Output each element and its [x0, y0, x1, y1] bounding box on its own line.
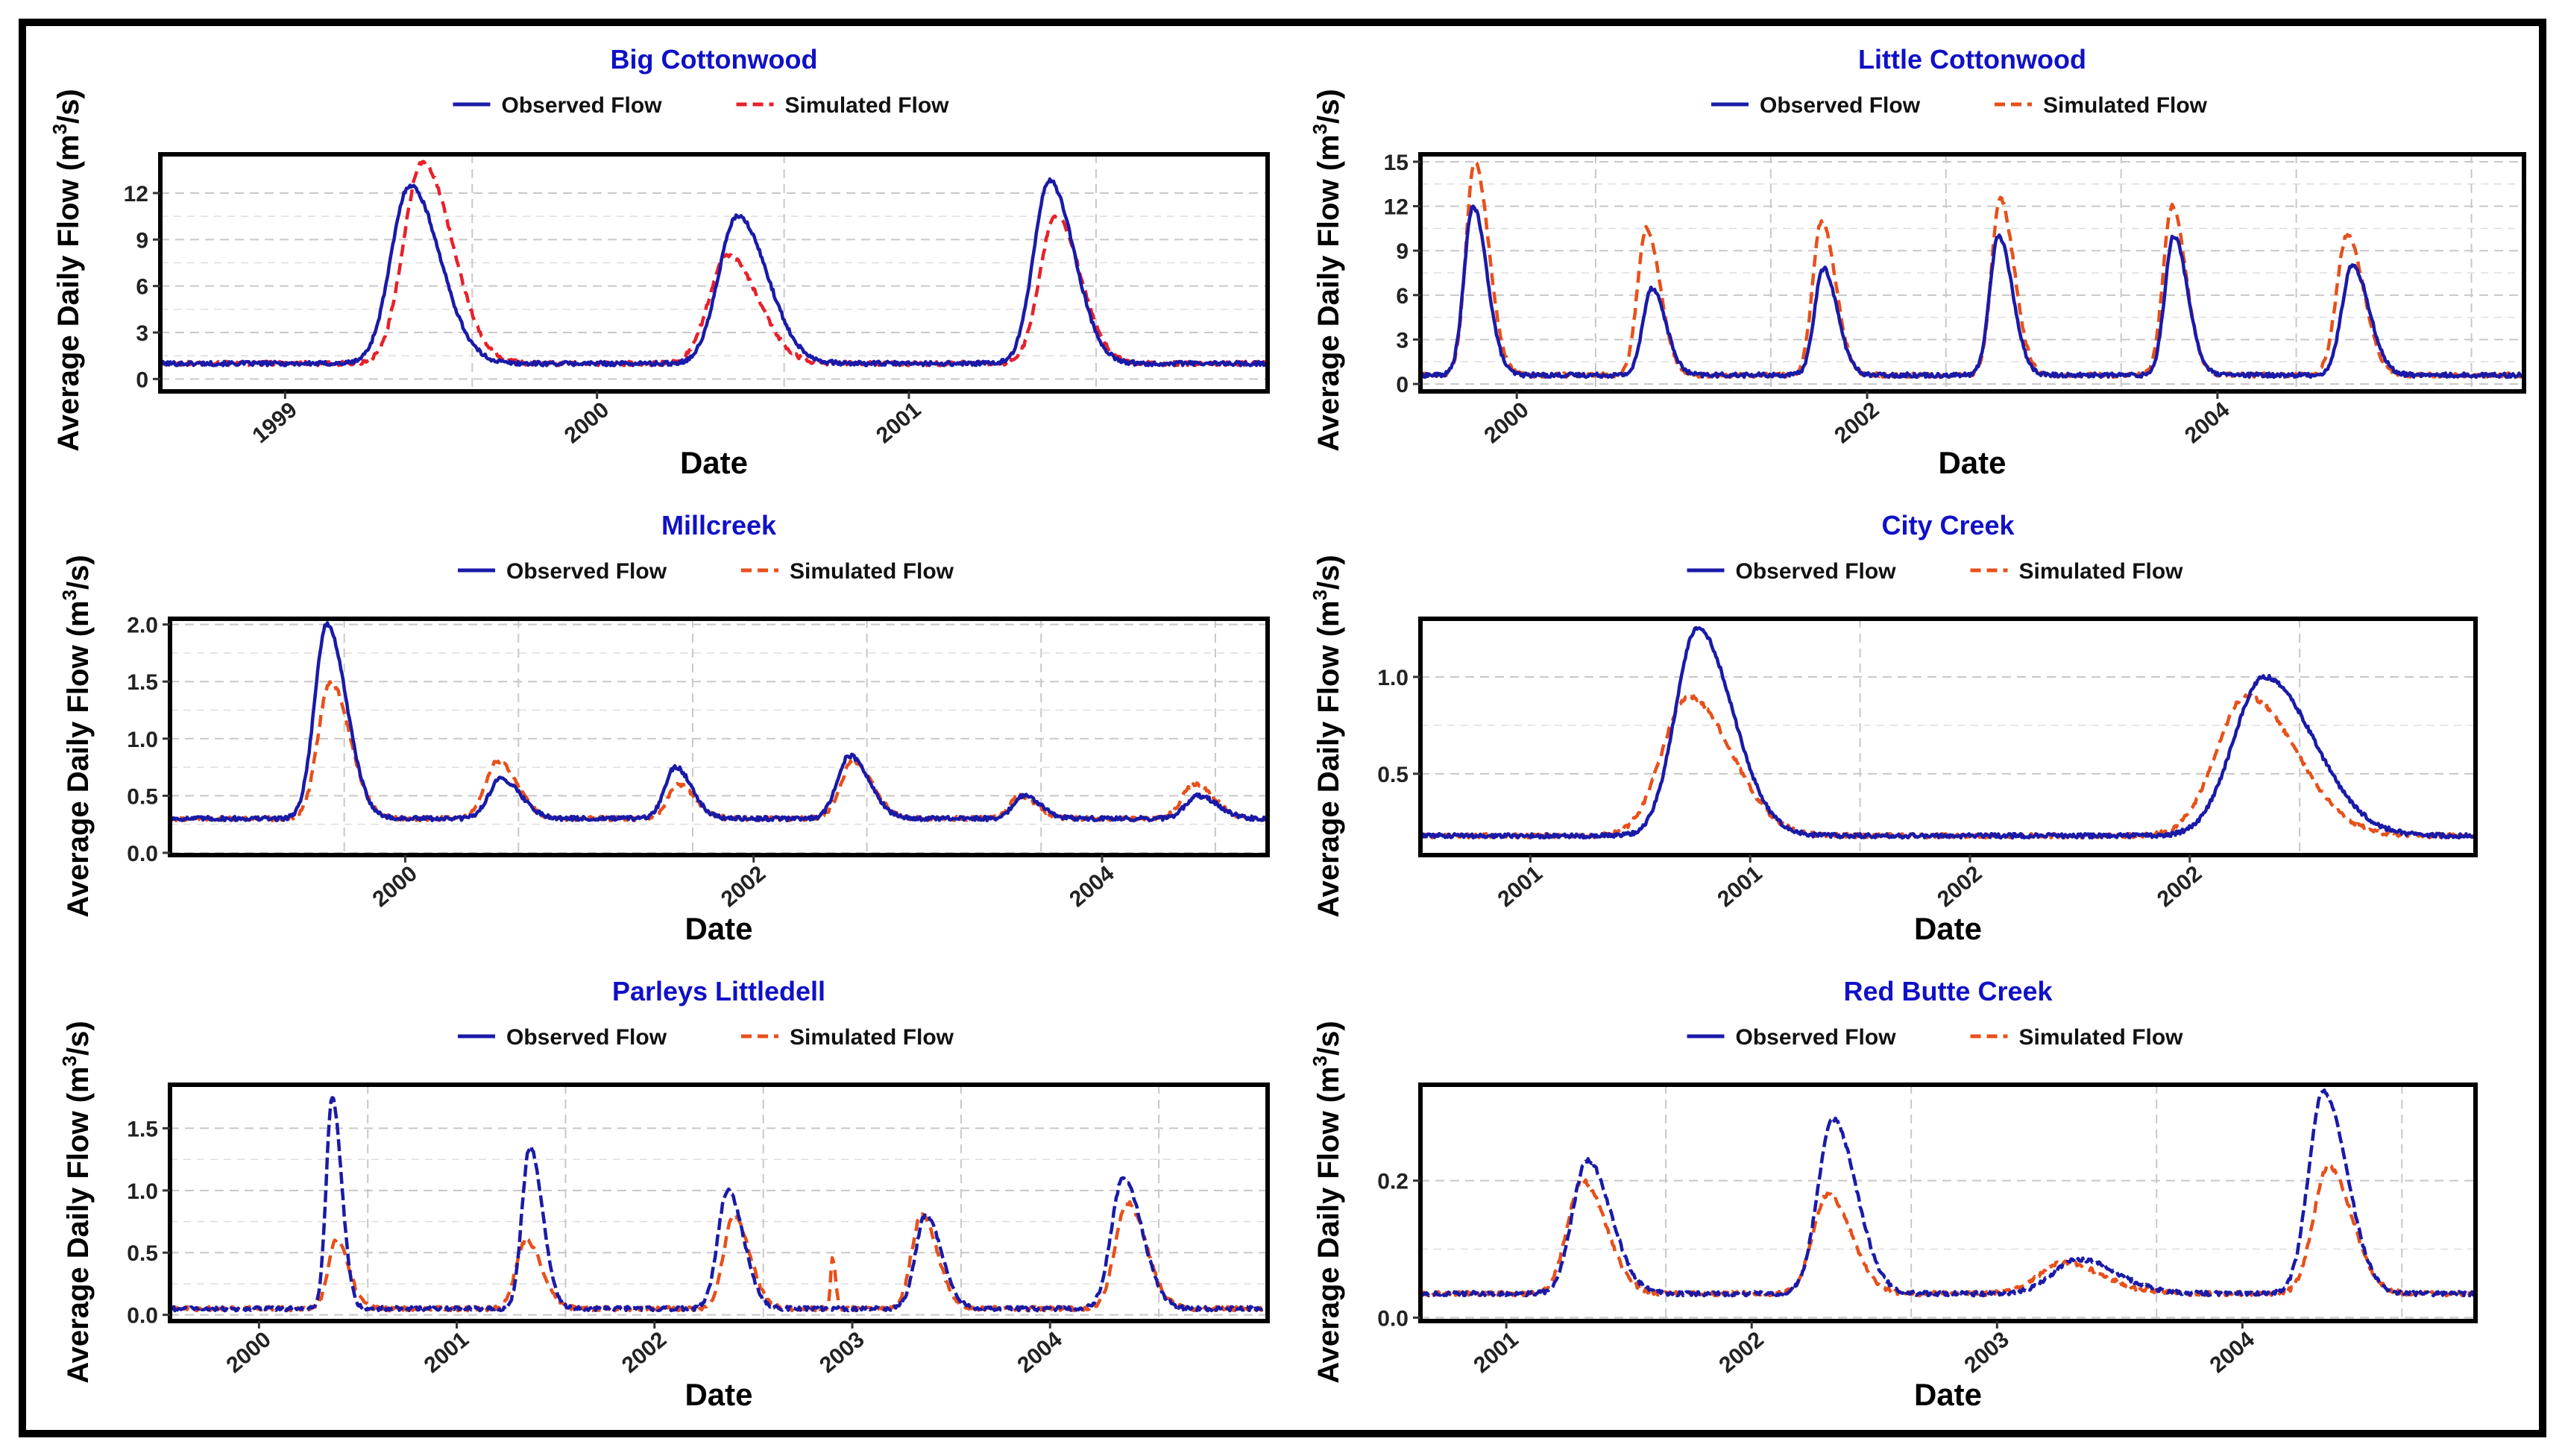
series-line-simulated — [1420, 1164, 2476, 1298]
y-tick-label: 3 — [136, 321, 148, 346]
legend-label-observed: Observed Flow — [502, 93, 663, 118]
plot-frame — [168, 617, 1270, 857]
series-group — [170, 621, 1268, 823]
panel-1: Little Cottonwood Observed Flow Simulated … — [1309, 44, 2526, 480]
legend: Observed Flow Simulated Flow — [1687, 1025, 2184, 1050]
panel-title: Red Butte Creek — [1843, 976, 2053, 1006]
legend-label-simulated: Simulated Flow — [2043, 93, 2208, 118]
legend-label-observed: Observed Flow — [1736, 559, 1897, 584]
y-tick-label: 3 — [1396, 328, 1409, 353]
panel-title: Millcreek — [661, 510, 777, 541]
plot-frame — [168, 1082, 1270, 1323]
y-tick-label: 0.2 — [1377, 1170, 1409, 1194]
legend: Observed Flow Simulated Flow — [453, 93, 950, 118]
x-axis-label: Date — [684, 911, 752, 946]
panels: Big Cottonwood Observed Flow Simulated Flo… — [48, 44, 2526, 1412]
y-tick-label: 0.5 — [127, 1241, 158, 1266]
gridlines — [170, 619, 1268, 855]
y-tick-label: 6 — [136, 275, 148, 300]
y-axis-label: Average Daily Flow (m3/s) — [58, 555, 95, 917]
y-tick-label: 1.0 — [127, 1179, 158, 1204]
legend-label-simulated: Simulated Flow — [2019, 559, 2184, 584]
series-line-simulated — [170, 1200, 1268, 1313]
legend-label-observed: Observed Flow — [506, 559, 667, 584]
y-tick-label: 9 — [1396, 239, 1409, 264]
legend-label-observed: Observed Flow — [506, 1025, 667, 1050]
y-tick-label: 0.5 — [1377, 763, 1409, 787]
y-tick-label: 0.0 — [127, 1304, 158, 1329]
plot-frame — [158, 152, 1270, 394]
x-axis-label: Date — [1914, 911, 1982, 946]
series-group — [160, 160, 1268, 368]
series-group — [1420, 160, 2524, 379]
y-tick-label: 1.0 — [1377, 666, 1409, 690]
series-group — [1420, 1088, 2476, 1298]
legend: Observed Flow Simulated Flow — [1711, 93, 2208, 118]
y-tick-label: 1.0 — [127, 728, 158, 752]
y-axis-label: Average Daily Flow (m3/s) — [58, 1021, 95, 1383]
series-line-observed — [1420, 1088, 2476, 1298]
y-tick-label: 12 — [124, 182, 148, 207]
y-axis-label: Average Daily Flow (m3/s) — [1309, 555, 1345, 917]
y-tick-label: 0.0 — [127, 842, 158, 866]
x-axis-label: Date — [1914, 1377, 1982, 1412]
series-group — [170, 1096, 1268, 1313]
legend-label-simulated: Simulated Flow — [785, 93, 950, 118]
series-line-observed — [1420, 625, 2476, 840]
y-tick-label: 15 — [1384, 151, 1409, 175]
series-group — [1420, 625, 2476, 840]
legend-label-observed: Observed Flow — [1736, 1025, 1897, 1050]
y-tick-label: 0 — [1396, 373, 1409, 397]
series-line-observed — [1420, 204, 2524, 379]
y-axis-label: Average Daily Flow (m3/s) — [48, 89, 85, 451]
y-axis-label: Average Daily Flow (m3/s) — [1309, 89, 1345, 451]
y-axis-label: Average Daily Flow (m3/s) — [1309, 1021, 1345, 1383]
legend-label-simulated: Simulated Flow — [790, 559, 954, 584]
gridlines — [1420, 619, 2476, 855]
legend-label-observed: Observed Flow — [1760, 93, 1921, 118]
x-axis-label: Date — [680, 445, 748, 480]
legend: Observed Flow Simulated Flow — [458, 559, 954, 584]
y-tick-label: 1.5 — [127, 1117, 158, 1141]
series-line-simulated — [160, 160, 1268, 368]
series-line-observed — [170, 1096, 1268, 1313]
y-tick-label: 9 — [136, 228, 148, 253]
series-line-observed — [170, 621, 1268, 823]
y-tick-label: 2.0 — [127, 614, 158, 638]
panel-title: Parleys Littledell — [612, 976, 825, 1006]
panel-0: Big Cottonwood Observed Flow Simulated Flo… — [48, 44, 1270, 480]
plot-frame — [1418, 152, 2526, 394]
x-axis-label: Date — [684, 1377, 752, 1412]
x-axis-label: Date — [1938, 445, 2006, 480]
panel-title: City Creek — [1881, 510, 2015, 541]
panel-title: Little Cottonwood — [1858, 44, 2086, 75]
gridlines — [1420, 1085, 2476, 1321]
series-line-observed — [160, 177, 1268, 368]
y-tick-label: 0.5 — [127, 784, 158, 809]
y-tick-label: 1.5 — [127, 670, 158, 695]
legend-label-simulated: Simulated Flow — [2019, 1025, 2184, 1050]
y-tick-label: 6 — [1396, 284, 1409, 309]
y-tick-label: 0.0 — [1377, 1306, 1409, 1331]
legend: Observed Flow Simulated Flow — [458, 1025, 954, 1050]
gridlines — [170, 1085, 1268, 1321]
legend: Observed Flow Simulated Flow — [1687, 559, 2184, 584]
panel-title: Big Cottonwood — [611, 44, 818, 75]
series-line-simulated — [1420, 693, 2476, 840]
figure-frame — [19, 19, 2546, 1437]
y-tick-label: 0 — [136, 368, 148, 392]
plot-frame — [1418, 617, 2478, 857]
legend-label-simulated: Simulated Flow — [790, 1025, 954, 1050]
panel-2: Millcreek Observed Flow Simulated Flow 0.0 0… — [58, 510, 1270, 946]
plot-frame — [1418, 1082, 2478, 1323]
y-tick-label: 12 — [1384, 195, 1409, 220]
